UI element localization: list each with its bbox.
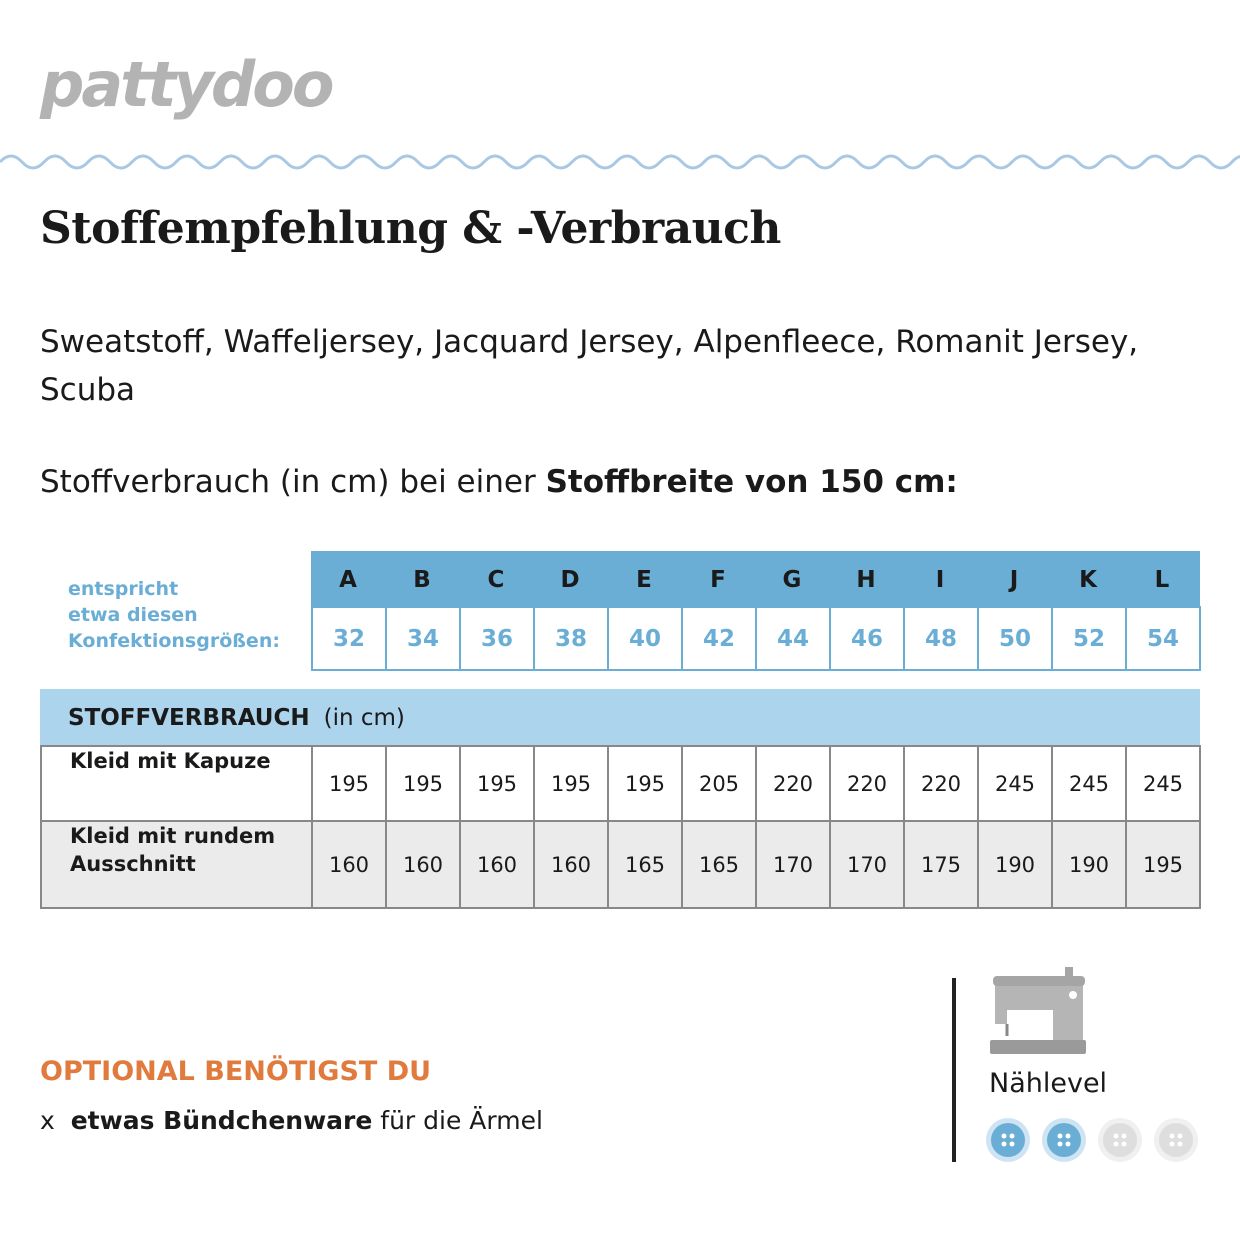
usage-value: 190 [977,820,1053,909]
usage-value: 195 [459,745,535,823]
usage-value: 245 [977,745,1053,823]
usage-header: STOFFVERBRAUCH [68,704,310,731]
size-letter: C [487,567,505,593]
usage-value: 220 [755,745,831,823]
item-marker: x [40,1106,55,1135]
size-number: 44 [755,606,831,671]
item-text: für die Ärmel [380,1106,543,1135]
size-number: 46 [829,606,905,671]
logo: pattydoo [40,48,334,121]
wave-divider [0,154,1240,170]
usage-value: 220 [903,745,979,823]
row-label-line: Ausschnitt [70,852,196,876]
size-number: 40 [607,606,683,671]
usage-unit: (in cm) [323,704,405,731]
usage-value: 195 [311,745,387,823]
usage-value: 195 [385,745,461,823]
level-button-filled [986,1118,1030,1162]
sewing-level-label: Nählevel [989,1068,1108,1099]
row-label: Kleid mit rundem Ausschnitt [40,820,313,909]
size-letter: H [856,567,876,593]
sewing-machine-icon [990,967,1086,1054]
size-number: 38 [533,606,609,671]
usage-value: 160 [385,820,461,909]
usage-value: 195 [533,745,609,823]
size-number: 34 [385,606,461,671]
usage-value: 245 [1051,745,1127,823]
optional-item: x etwas Bündchenware für die Ärmel [40,1106,543,1135]
size-label: entspricht [68,578,179,600]
size-number: 32 [311,606,387,671]
intro-text: Stoffverbrauch (in cm) bei einer [40,464,536,500]
item-bold: etwas Bündchenware [70,1106,373,1135]
row-label: Kleid mit Kapuze [40,745,313,823]
letter-row-bg [311,551,1200,607]
size-number: 48 [903,606,979,671]
usage-value: 205 [681,745,757,823]
usage-value: 175 [903,820,979,909]
fabric-list: Sweatstoff, Waffeljersey, Jacquard Jerse… [40,324,1139,408]
usage-value: 160 [459,820,535,909]
size-number: 54 [1125,606,1201,671]
row-label-line: Kleid mit Kapuze [70,749,271,773]
size-letter: J [1009,567,1019,593]
consumption-intro: Stoffverbrauch (in cm) bei einer Stoffbr… [40,464,958,500]
size-number: 52 [1051,606,1127,671]
usage-value: 165 [681,820,757,909]
size-letter: E [636,567,652,593]
size-number: 50 [977,606,1053,671]
usage-value: 195 [607,745,683,823]
row-label-line: Kleid mit rundem [70,824,276,848]
size-number: 42 [681,606,757,671]
usage-value: 170 [829,820,905,909]
usage-value: 165 [607,820,683,909]
usage-value: 195 [1125,820,1201,909]
size-letter: I [935,567,945,593]
size-number: 36 [459,606,535,671]
sewing-level [986,1118,1198,1162]
size-letter: K [1079,567,1097,593]
usage-value: 245 [1125,745,1201,823]
size-letter: A [339,567,357,593]
level-button-filled [1042,1118,1086,1162]
usage-header: STOFFVERBRAUCH (in cm) [40,689,1200,746]
size-label: etwa diesen [68,604,198,626]
size-label: Konfektionsgrößen: [68,630,280,652]
title: Stoffempfehlung & -Verbrauch [40,203,781,254]
size-letter: L [1154,567,1170,593]
size-letter: F [710,567,726,593]
divider [952,978,956,1162]
usage-value: 160 [311,820,387,909]
size-letter: B [413,567,431,593]
size-letter: D [560,567,580,593]
level-button-empty [1098,1118,1142,1162]
usage-value: 170 [755,820,831,909]
usage-value: 220 [829,745,905,823]
usage-value: 190 [1051,820,1127,909]
usage-value: 160 [533,820,609,909]
size-letter: G [782,567,802,593]
level-button-empty [1154,1118,1198,1162]
optional-heading: OPTIONAL BENÖTIGST DU [40,1056,432,1087]
intro-bold: Stoffbreite von 150 cm: [545,464,958,500]
